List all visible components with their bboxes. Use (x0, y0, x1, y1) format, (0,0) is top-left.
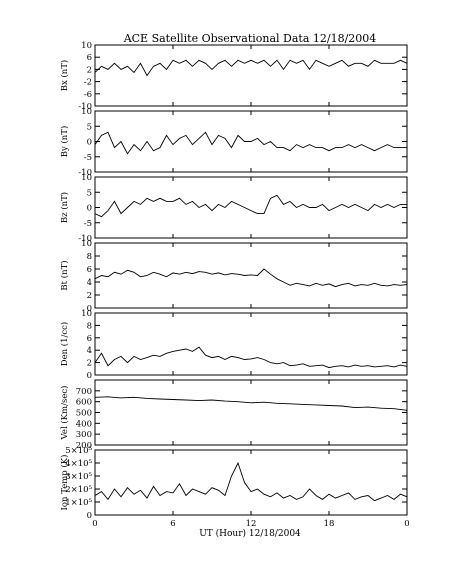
panel-bx-ytick-label: -2 (84, 78, 92, 88)
panel-bt-ytick-label: 0 (87, 304, 92, 314)
panel-by-ytick-label: -10 (78, 168, 92, 178)
panel-by-ytick-label: 0 (87, 138, 92, 148)
panel-by-ylabel: By (nT) (59, 126, 70, 158)
panel-bt-ytick-label: 6 (87, 265, 92, 275)
panel-den: 10 8 6 4 2 0 Den (1/cc) (59, 309, 408, 381)
panel-bx-ytick-label: -6 (84, 90, 92, 100)
panel-vel-ytick-label: 700 (76, 387, 92, 397)
panel-bt-ytick-label: 2 (87, 291, 92, 301)
panel-ion-temp-ytick-label: 0 (87, 511, 92, 521)
panel-ion-temp-ytick-label: 5×10⁵ (65, 446, 92, 456)
panel-ion-temp: 5×10⁵ 4×10⁵ 3×10⁵ 2×10⁵ 1×10⁵ 0 Ion Temp (K) (59, 446, 408, 521)
panel-by: 10 5 0 -5 -10 By (nT) (59, 107, 408, 178)
x-axis-label: UT (Hour) 12/18/2004 (199, 528, 301, 539)
panel-by-series-line (94, 131, 407, 155)
panel-by-ytick-label: -5 (84, 153, 92, 163)
panel-vel-ytick-label: 400 (76, 419, 92, 429)
panel-vel-ytick-label: 200 (76, 441, 92, 451)
panel-den-series-line (94, 346, 408, 369)
panel-den-ytick-label: 10 (81, 309, 92, 319)
panel-bx-ytick-label: 10 (81, 41, 92, 51)
panel-ion-temp-series-line (94, 461, 408, 502)
panel-den-ytick-label: 8 (87, 321, 92, 331)
panel-bx-ylabel: Bx (nT) (59, 60, 70, 92)
panel-bz: 10 5 0 -5 -10 Bz (nT) (59, 173, 408, 244)
x-tick-label: 0 (92, 519, 97, 529)
panel-bt-series-line (94, 268, 408, 288)
panel-ion-temp-ytick-label: 4×10⁵ (65, 459, 92, 469)
panel-vel-ytick-label: 600 (76, 398, 92, 408)
panel-vel-ytick-label: 500 (76, 409, 92, 419)
chart-title: ACE Satellite Observational Data 12/18/2… (123, 32, 377, 45)
panel-bz-ytick-label: 0 (87, 204, 92, 214)
panel-vel-series-line (94, 396, 408, 411)
x-tick-label: 0 (404, 519, 409, 529)
x-tick-label: 18 (324, 519, 335, 529)
panel-bz-ytick-label: -10 (78, 234, 92, 244)
panel-bt: 10 8 6 4 2 0 Bt (nT) (59, 239, 408, 314)
panel-den-ytick-label: 2 (87, 359, 92, 369)
panel-bz-ytick-label: 5 (87, 188, 92, 198)
panel-bx-ytick-label: -10 (78, 102, 92, 112)
panel-bt-ylabel: Bt (nT) (59, 260, 70, 290)
panel-bx: 10 6 2 -2 -6 -10 Bx (nT) (59, 41, 408, 112)
panel-ion-temp-ytick-label: 3×10⁵ (65, 472, 92, 482)
panel-by-ytick-label: 5 (87, 122, 92, 132)
panels-group: 10 6 2 -2 -6 -10 Bx (nT) 10 5 0 -5 -10 By (nT) 10 5 0 -5… (59, 41, 408, 521)
panel-den-ylabel: Den (1/cc) (59, 322, 70, 366)
panel-vel-ylabel: Vel (Km/sec) (59, 386, 70, 441)
panel-den-ytick-label: 6 (87, 334, 92, 344)
panel-den-ytick-label: 4 (87, 346, 92, 356)
panel-bz-ytick-label: -5 (84, 219, 92, 229)
panel-bt-ytick-label: 8 (87, 252, 92, 262)
panel-ion-temp-ytick-label: 1×10⁵ (65, 498, 92, 508)
panel-bz-ylabel: Bz (nT) (59, 192, 70, 223)
panel-bx-series-line (94, 59, 408, 77)
panel-bz-ytick-label: 10 (81, 173, 92, 183)
panel-bx-ytick-label: 2 (87, 65, 92, 75)
panel-bt-ytick-label: 10 (81, 239, 92, 249)
x-tick-label: 6 (170, 519, 175, 529)
panel-ion-temp-ytick-label: 2×10⁵ (65, 485, 92, 495)
panel-bz-series-line (94, 194, 407, 218)
x-axis: 0 6 12 18 0 (92, 519, 409, 529)
panel-bt-ytick-label: 4 (87, 278, 92, 288)
panel-vel-ytick-label: 300 (76, 430, 92, 440)
panel-by-ytick-label: 10 (81, 107, 92, 117)
panel-ion-temp-ylabel: Ion Temp (K) (59, 455, 70, 511)
panel-den-ytick-label: 0 (87, 371, 92, 381)
panel-bx-ytick-label: 6 (87, 53, 92, 63)
x-tick-label: 12 (246, 519, 257, 529)
